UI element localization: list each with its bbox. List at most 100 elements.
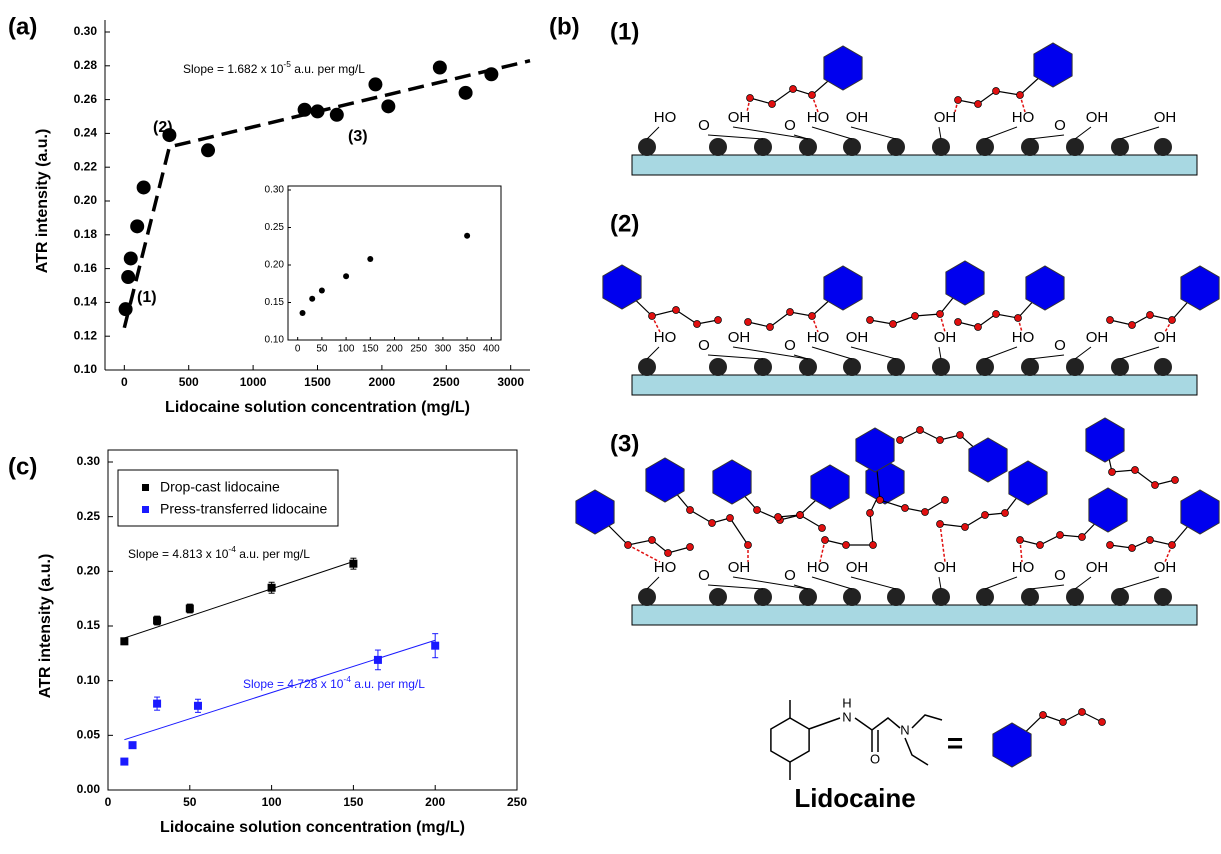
surface-atom	[799, 588, 817, 606]
x-tick-label: 250	[507, 795, 527, 809]
x-tick-label: 150	[362, 344, 379, 355]
chain-atom	[789, 85, 797, 93]
chain-atom	[1106, 316, 1114, 324]
point-label: (1)	[137, 289, 157, 306]
skeleton	[789, 700, 943, 780]
chain-atom	[1078, 708, 1086, 716]
chain-atom	[766, 323, 774, 331]
group-label: HO	[654, 559, 677, 576]
x-tick-label: 250	[410, 344, 427, 355]
panel-label: (b)	[549, 13, 580, 40]
surface-atom	[709, 358, 727, 376]
y-tick-label: 0.00	[77, 782, 101, 796]
chain-atom	[992, 310, 1000, 318]
chain-atom	[693, 320, 701, 328]
ring	[1180, 265, 1220, 311]
chain-atom	[961, 523, 969, 531]
chain-atom	[869, 541, 877, 549]
group-label: HO	[654, 329, 677, 346]
bond	[1119, 126, 1160, 140]
group-label: OH	[934, 109, 957, 126]
data-point	[128, 741, 137, 750]
y-axis-label: ATR intensity (a.u.)	[34, 129, 51, 274]
atom-label: O	[870, 751, 880, 766]
group-label: HO	[1012, 109, 1035, 126]
group-label: OH	[1086, 559, 1109, 576]
surface-atom	[799, 138, 817, 156]
data-point	[162, 128, 177, 143]
surface-atom	[887, 138, 905, 156]
chain-atom	[921, 508, 929, 516]
data-point	[368, 77, 383, 92]
chain-atom	[1078, 533, 1086, 541]
data-point	[367, 256, 374, 262]
surface-atom	[1154, 358, 1172, 376]
fit-line	[122, 59, 531, 329]
substrate	[631, 374, 1198, 396]
group-label: OH	[1086, 109, 1109, 126]
surface-atom	[709, 138, 727, 156]
x-axis-label: Lidocaine solution concentration (mg/L)	[165, 399, 470, 416]
data-point	[121, 270, 136, 285]
y-tick-label: 0.30	[265, 185, 285, 196]
data-point	[120, 757, 129, 766]
data-point	[297, 102, 312, 117]
ring	[810, 464, 850, 510]
data-point	[484, 67, 499, 82]
group-label: OH	[1154, 329, 1177, 346]
y-tick-label: 0.10	[265, 335, 285, 346]
chain-atom	[876, 496, 884, 504]
surface-atom	[638, 358, 656, 376]
chain-atom	[686, 543, 694, 551]
y-tick-label: 0.15	[77, 618, 101, 632]
group-label: HO	[807, 109, 830, 126]
ring	[945, 260, 985, 306]
chain-atom	[1171, 476, 1179, 484]
bond	[938, 346, 942, 360]
surface-atom	[976, 358, 994, 376]
group-label: OH	[934, 329, 957, 346]
ring	[712, 459, 752, 505]
chain-atom	[1146, 311, 1154, 319]
annotation-text: a.u. per mg/L	[291, 62, 365, 76]
bond	[732, 126, 809, 140]
bond	[938, 576, 942, 590]
group-label: OH	[934, 559, 957, 576]
y-tick-label: 0.20	[74, 193, 98, 207]
y-tick-label: 0.28	[74, 58, 98, 72]
atom-label: N	[900, 722, 909, 737]
chain-atom	[992, 87, 1000, 95]
annotation-sup: -4	[343, 674, 351, 684]
x-tick-label: 100	[338, 344, 355, 355]
y-tick-label: 0.22	[74, 159, 98, 173]
surface-atom	[1066, 138, 1084, 156]
group-label: OH	[728, 559, 751, 576]
ring	[1088, 487, 1128, 533]
y-tick-label: 0.26	[74, 92, 98, 106]
chain-atom	[1098, 718, 1106, 726]
group-label: OH	[1154, 559, 1177, 576]
bond	[732, 346, 809, 360]
ring	[1025, 265, 1065, 311]
annotation: Slope = 1.682 x 10-5 a.u. per mg/L	[183, 59, 365, 76]
legend-marker	[142, 506, 149, 513]
chain-atom	[911, 312, 919, 320]
group-label: O	[1054, 337, 1066, 354]
h-bond	[1164, 544, 1173, 563]
x-tick-label: 100	[262, 795, 282, 809]
h-bond	[1164, 319, 1173, 333]
ring	[645, 457, 685, 503]
y-tick-label: 0.18	[74, 227, 98, 241]
x-tick-label: 3000	[497, 375, 524, 389]
surface-atom	[1066, 358, 1084, 376]
surface-atom	[754, 358, 772, 376]
data-point	[329, 107, 344, 122]
h-bond	[811, 94, 819, 113]
x-tick-label: 500	[179, 375, 199, 389]
x-tick-label: 2000	[369, 375, 396, 389]
surface-atom	[638, 588, 656, 606]
bond	[1029, 584, 1065, 590]
x-tick-label: 50	[183, 795, 197, 809]
bond	[811, 346, 853, 360]
chain-atom	[1128, 321, 1136, 329]
